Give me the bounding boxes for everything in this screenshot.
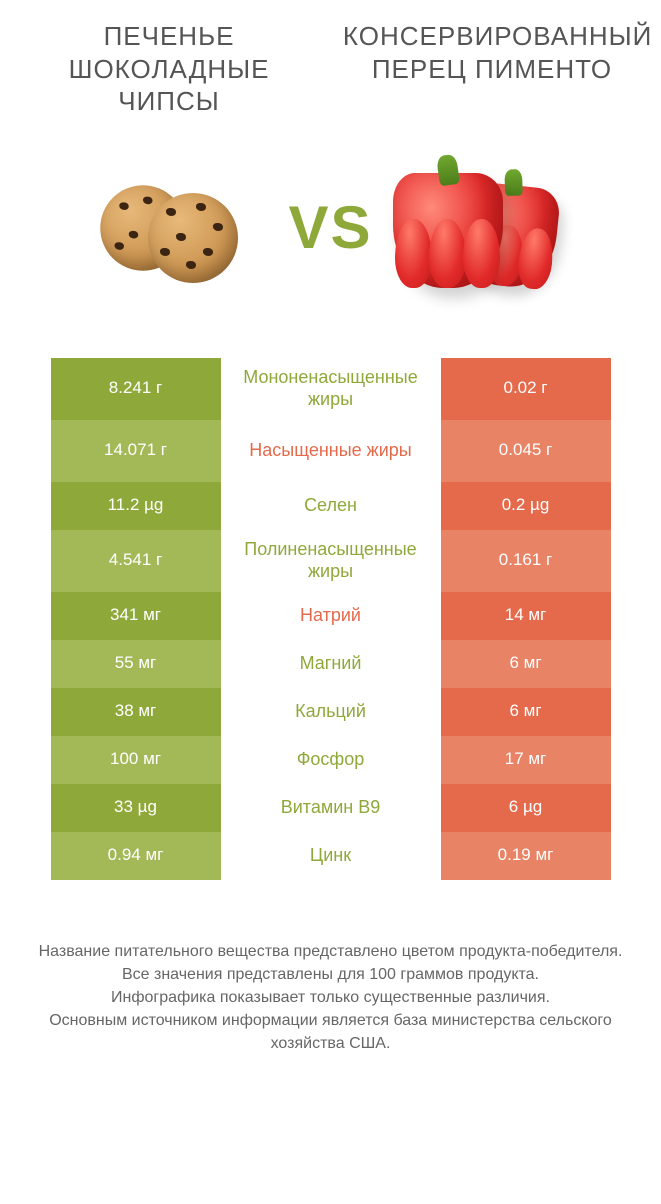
left-value: 14.071 г [51,420,221,482]
table-row: 55 мгМагний6 мг [51,640,611,688]
table-row: 0.94 мгЦинк0.19 мг [51,832,611,880]
left-value: 33 µg [51,784,221,832]
left-value: 8.241 г [51,358,221,420]
nutrient-label: Мононенасыщенные жиры [221,358,441,420]
table-row: 8.241 гМононенасыщенные жиры0.02 г [51,358,611,420]
table-row: 14.071 гНасыщенные жиры0.045 г [51,420,611,482]
nutrient-label: Натрий [221,592,441,640]
left-value: 38 мг [51,688,221,736]
titles-row: ПЕЧЕНЬЕ ШОКОЛАДНЫЕ ЧИПСЫ КОНСЕРВИРОВАННЫ… [20,20,641,118]
table-row: 11.2 µgСелен0.2 µg [51,482,611,530]
infographic-page: ПЕЧЕНЬЕ ШОКОЛАДНЫЕ ЧИПСЫ КОНСЕРВИРОВАННЫ… [0,0,661,1055]
nutrient-label: Насыщенные жиры [221,420,441,482]
nutrient-label: Селен [221,482,441,530]
left-value: 100 мг [51,736,221,784]
left-value: 55 мг [51,640,221,688]
vs-label: VS [288,193,372,262]
right-value: 0.2 µg [441,482,611,530]
left-value: 0.94 мг [51,832,221,880]
left-value: 341 мг [51,592,221,640]
nutrition-table: 8.241 гМононенасыщенные жиры0.02 г14.071… [51,358,611,880]
right-value: 0.19 мг [441,832,611,880]
nutrient-label: Фосфор [221,736,441,784]
nutrient-label: Витамин B9 [221,784,441,832]
nutrient-label: Кальций [221,688,441,736]
footer-line: Название питательного вещества представл… [31,940,631,963]
right-value: 0.045 г [441,420,611,482]
left-value: 11.2 µg [51,482,221,530]
right-value: 6 мг [441,688,611,736]
hero-row: VS [20,138,641,318]
title-left: ПЕЧЕНЬЕ ШОКОЛАДНЫЕ ЧИПСЫ [20,20,318,118]
footer-line: Все значения представлены для 100 граммо… [31,963,631,986]
right-value: 17 мг [441,736,611,784]
table-row: 4.541 гПолиненасыщенные жиры0.161 г [51,530,611,592]
title-right: КОНСЕРВИРОВАННЫЙ ПЕРЕЦ ПИМЕНТО [343,20,641,118]
footer-line: Инфографика показывает только существенн… [31,986,631,1009]
footer-notes: Название питательного вещества представл… [31,940,631,1056]
right-value: 14 мг [441,592,611,640]
footer-line: Основным источником информации является … [31,1009,631,1055]
cookies-icon [88,148,278,308]
right-value: 6 мг [441,640,611,688]
table-row: 38 мгКальций6 мг [51,688,611,736]
table-row: 100 мгФосфор17 мг [51,736,611,784]
right-value: 0.02 г [441,358,611,420]
table-row: 341 мгНатрий14 мг [51,592,611,640]
nutrient-label: Цинк [221,832,441,880]
right-value: 0.161 г [441,530,611,592]
table-row: 33 µgВитамин B96 µg [51,784,611,832]
nutrient-label: Магний [221,640,441,688]
left-value: 4.541 г [51,530,221,592]
right-value: 6 µg [441,784,611,832]
nutrient-label: Полиненасыщенные жиры [221,530,441,592]
peppers-icon [383,148,573,308]
